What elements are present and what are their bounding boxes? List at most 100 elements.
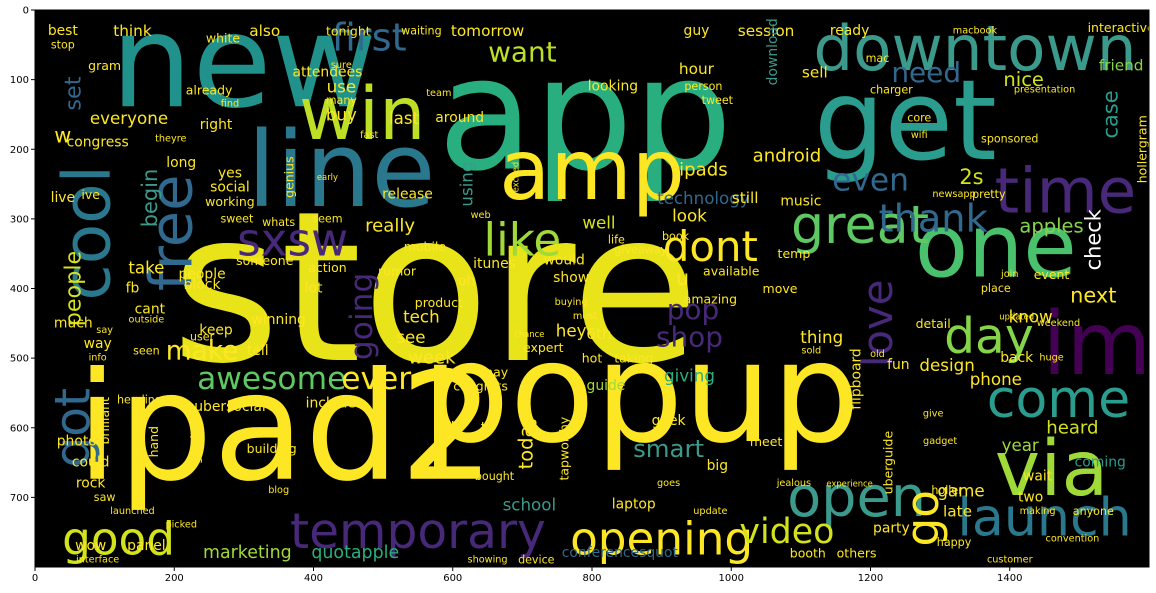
word-ready: ready xyxy=(830,23,870,39)
y-tick-label: 200 xyxy=(10,145,29,156)
word-hey: hey xyxy=(556,320,587,340)
word-app: app xyxy=(438,23,733,205)
word-new: new xyxy=(111,0,377,137)
word-someone: someone xyxy=(236,253,294,268)
word-amazing: amazing xyxy=(684,291,737,306)
word-giving: giving xyxy=(664,366,715,386)
word-stop: stop xyxy=(51,38,75,51)
word-time: time xyxy=(995,155,1137,228)
word-shop: shop xyxy=(656,321,723,354)
word-u: u xyxy=(676,266,689,290)
word-release: release xyxy=(382,187,433,203)
word-sold: sold xyxy=(801,346,821,357)
word-back: back xyxy=(1000,350,1033,366)
word-mobile: mobile xyxy=(404,239,447,254)
word-right: right xyxy=(200,117,233,133)
word-waiting: waiting xyxy=(401,24,441,37)
word-one: one xyxy=(915,196,1077,298)
word-holler: holler xyxy=(931,484,963,497)
word-newsapp: newsapp xyxy=(932,189,975,200)
word-jealous: jealous xyxy=(776,478,811,489)
word-winning: winning xyxy=(252,312,306,328)
word-amp: amp xyxy=(499,121,685,219)
word-well: well xyxy=(582,212,615,232)
word-people: people xyxy=(179,267,226,283)
word-pretty: pretty xyxy=(972,188,1006,201)
word-best: best xyxy=(48,23,79,39)
y-axis: 0 100 200 300 400 500 600 700 xyxy=(10,6,35,504)
word-awesome: awesome xyxy=(197,361,346,397)
word-use: use xyxy=(327,77,357,97)
word-take: take xyxy=(128,258,164,278)
word-open: open xyxy=(787,465,926,530)
word-quotapple: quotapple xyxy=(311,543,399,563)
word-video: video xyxy=(739,512,834,552)
word-saw: saw xyxy=(94,491,116,504)
word-giveaway: giveaway xyxy=(614,244,667,257)
word-tomorrow: tomorrow xyxy=(451,22,524,40)
word-pop: pop xyxy=(667,293,719,326)
word-using: using xyxy=(457,162,477,207)
word-available: available xyxy=(703,264,760,279)
word-outside: outside xyxy=(129,314,165,325)
word-opening: opening xyxy=(570,513,753,566)
word-join: join xyxy=(1000,269,1018,280)
word-school: school xyxy=(503,494,557,514)
word-macbook: macbook xyxy=(953,25,998,36)
word-temp: temp xyxy=(778,246,811,261)
x-axis: 0 200 400 600 800 1000 1200 1400 xyxy=(32,567,1022,584)
word-sure: sure xyxy=(331,60,352,71)
word-check: check xyxy=(1081,208,1105,270)
word-think: think xyxy=(113,22,152,40)
word-via: via xyxy=(995,425,1109,514)
word-wifi: wifi xyxy=(911,130,928,141)
x-tick-label: 600 xyxy=(443,573,462,584)
word-social: social xyxy=(210,180,250,196)
word-oh: oh xyxy=(458,274,475,290)
word-big: big xyxy=(707,458,729,474)
word-heading: heading xyxy=(117,393,162,406)
word-includes: includes xyxy=(306,395,364,411)
word-sell: sell xyxy=(802,64,828,82)
word-bought: bought xyxy=(475,470,515,483)
word-guide: guide xyxy=(587,378,626,394)
word-conferencesquot: conferencesquot xyxy=(562,545,679,561)
word-book: book xyxy=(662,230,690,243)
word-find: find xyxy=(221,98,239,109)
word-taking: taking xyxy=(614,351,653,366)
word-day: day xyxy=(944,309,1034,365)
y-tick-label: 0 xyxy=(23,6,29,17)
word-love: love xyxy=(853,279,902,367)
word-huge: huge xyxy=(1039,353,1063,364)
word-itunes: itunes xyxy=(473,256,516,272)
word-panel: panel xyxy=(127,538,166,554)
word-cool: cool xyxy=(49,165,126,301)
word-late: late xyxy=(943,502,972,520)
word-heard: heard xyxy=(1046,417,1098,438)
word-charger: charger xyxy=(870,84,913,97)
word-flipboard: flipboard xyxy=(849,348,865,410)
word-ill: ill xyxy=(446,418,460,438)
word-weekend: weekend xyxy=(1037,318,1080,329)
word-experience: experience xyxy=(826,478,872,488)
word-begin: begin xyxy=(138,169,162,227)
x-tick-label: 1000 xyxy=(719,573,744,584)
word-old: old xyxy=(870,349,885,360)
word-long: long xyxy=(166,155,196,171)
word-tech: tech xyxy=(403,306,440,326)
word-whats: whats xyxy=(262,216,295,229)
word-people: people xyxy=(60,251,86,327)
word-like: like xyxy=(484,213,562,266)
word-genius: genius xyxy=(282,156,297,197)
word-temporary: temporary xyxy=(290,504,546,560)
word-tonight: tonight xyxy=(326,23,371,38)
word-fast: fast xyxy=(360,130,378,141)
word-know: know xyxy=(1009,306,1053,326)
word-music: music xyxy=(780,193,821,209)
word-look: look xyxy=(672,205,707,225)
word-case: case xyxy=(1099,90,1123,138)
word-presentation: presentation xyxy=(1014,85,1075,96)
word-say: say xyxy=(96,325,113,336)
x-tick-label: 800 xyxy=(582,573,601,584)
